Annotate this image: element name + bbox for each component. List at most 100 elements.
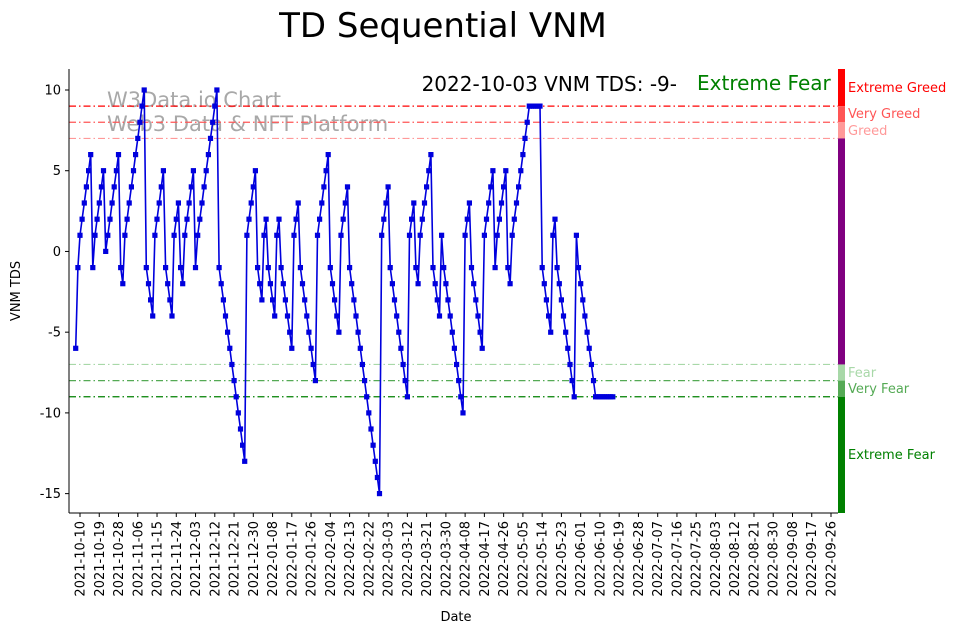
data-point: [374, 474, 380, 481]
data-point: [261, 232, 267, 238]
data-point: [111, 184, 117, 190]
data-point: [133, 152, 139, 158]
threshold-lines: [69, 105, 838, 398]
threshold-label-extreme-greed: Extreme Greed: [848, 81, 946, 96]
zone-fear: [838, 364, 845, 381]
series-line: [74, 89, 613, 494]
data-point: [109, 200, 115, 206]
data-point: [342, 200, 348, 206]
data-point: [590, 378, 597, 384]
zone-very-fear: [838, 380, 845, 397]
x-tick-label: 2022-03-12: [401, 521, 416, 597]
data-point: [355, 329, 361, 335]
data-point: [447, 313, 453, 319]
data-point: [332, 297, 338, 303]
data-point: [575, 265, 582, 271]
data-point: [411, 200, 417, 206]
data-point: [107, 216, 113, 222]
zone-very-greed: [838, 106, 845, 123]
data-point: [173, 216, 179, 222]
x-tick-label: 2022-08-03: [709, 521, 724, 597]
data-point: [282, 297, 288, 303]
data-point: [186, 200, 192, 206]
data-point: [458, 394, 464, 400]
data-point: [199, 200, 205, 206]
data-point: [483, 216, 490, 222]
data-point: [240, 442, 246, 448]
data-point: [250, 184, 256, 190]
data-point: [496, 216, 502, 222]
x-tick-label: 2022-01-26: [305, 521, 320, 597]
data-point: [81, 200, 87, 206]
data-point: [216, 265, 222, 271]
data-point: [610, 394, 616, 400]
data-point: [349, 281, 355, 287]
data-point: [135, 135, 141, 141]
data-point: [105, 232, 111, 238]
data-point: [257, 281, 263, 287]
y-tick-label: -10: [40, 406, 61, 421]
x-tick-label: 2022-03-21: [420, 521, 435, 597]
zone-extreme-fear: [838, 396, 845, 513]
x-tick-label: 2021-10-19: [93, 521, 108, 597]
data-point: [304, 313, 310, 319]
data-point: [178, 265, 184, 271]
data-point: [167, 297, 173, 303]
data-point: [141, 87, 147, 93]
data-point: [150, 313, 156, 319]
x-tick-label: 2022-07-25: [690, 521, 705, 597]
data-point: [214, 87, 220, 93]
data-point: [488, 184, 494, 190]
data-point: [364, 394, 370, 400]
data-point: [118, 265, 124, 271]
data-point: [539, 265, 545, 271]
x-tick-label: 2022-02-13: [343, 521, 358, 597]
data-point: [402, 378, 408, 384]
data-point: [225, 329, 231, 335]
data-point: [188, 184, 194, 190]
data-point: [571, 394, 577, 400]
data-point: [498, 200, 505, 206]
data-point: [344, 184, 351, 190]
data-point: [139, 103, 145, 109]
data-point: [451, 345, 457, 351]
data-point: [122, 232, 128, 238]
data-point: [291, 232, 297, 238]
data-point: [398, 345, 404, 351]
data-point: [130, 168, 137, 174]
data-point: [272, 313, 278, 319]
data-point: [417, 232, 423, 238]
data-point: [560, 313, 567, 319]
data-point: [436, 313, 443, 319]
data-point: [428, 152, 434, 158]
y-ticks: 10 5 0 -5 -10 -15: [40, 83, 69, 502]
x-tick-label: 2022-03-30: [439, 521, 454, 597]
x-tick-label: 2021-10-28: [112, 521, 127, 597]
data-point: [289, 345, 295, 351]
data-point: [340, 216, 346, 222]
data-point: [227, 345, 233, 351]
data-point: [439, 232, 445, 238]
x-tick-label: 2022-01-08: [266, 521, 281, 597]
data-point: [212, 103, 218, 109]
x-tick-label: 2022-04-17: [478, 521, 493, 597]
data-point: [396, 329, 402, 335]
data-point: [509, 232, 515, 238]
data-point: [524, 119, 530, 125]
data-point: [79, 216, 85, 222]
data-point: [207, 135, 214, 141]
data-point: [550, 232, 556, 238]
x-tick-label: 2021-12-21: [228, 521, 243, 597]
x-tick-label: 2022-04-08: [459, 521, 474, 597]
data-point: [197, 216, 203, 222]
data-point: [430, 265, 436, 271]
data-point: [441, 265, 447, 271]
watermark-line-2: Web3 Data & NFT Platform: [107, 112, 388, 136]
data-point: [73, 345, 79, 351]
data-point: [244, 232, 250, 238]
data-point: [148, 297, 154, 303]
data-point: [372, 458, 378, 464]
data-point: [143, 265, 149, 271]
